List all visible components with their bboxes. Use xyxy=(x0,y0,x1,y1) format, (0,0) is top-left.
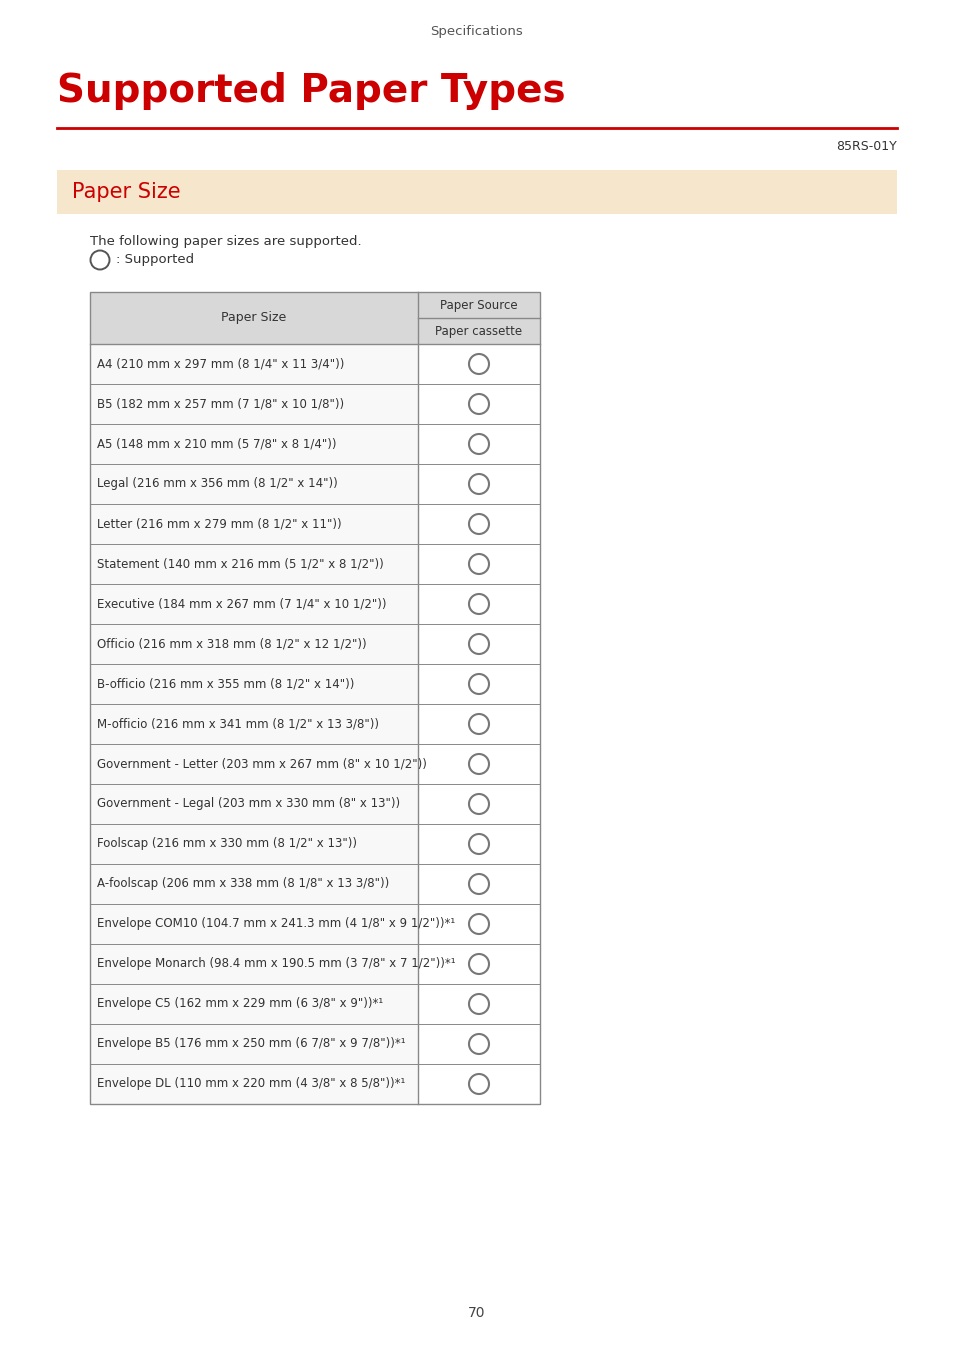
Bar xyxy=(417,984,539,1025)
Bar xyxy=(417,944,539,984)
Bar xyxy=(90,984,417,1025)
Text: Government - Letter (203 mm x 267 mm (8" x 10 1/2")): Government - Letter (203 mm x 267 mm (8"… xyxy=(97,757,426,771)
Text: Supported Paper Types: Supported Paper Types xyxy=(57,72,565,109)
Bar xyxy=(417,424,539,464)
Bar xyxy=(417,1025,539,1064)
Text: Letter (216 mm x 279 mm (8 1/2" x 11")): Letter (216 mm x 279 mm (8 1/2" x 11")) xyxy=(97,517,341,531)
Bar xyxy=(417,344,539,383)
Bar xyxy=(90,1025,417,1064)
Text: B5 (182 mm x 257 mm (7 1/8" x 10 1/8")): B5 (182 mm x 257 mm (7 1/8" x 10 1/8")) xyxy=(97,397,344,410)
Bar xyxy=(90,544,417,585)
Bar xyxy=(417,824,539,864)
Text: Legal (216 mm x 356 mm (8 1/2" x 14")): Legal (216 mm x 356 mm (8 1/2" x 14")) xyxy=(97,478,337,490)
Text: Statement (140 mm x 216 mm (5 1/2" x 8 1/2")): Statement (140 mm x 216 mm (5 1/2" x 8 1… xyxy=(97,558,383,571)
Bar xyxy=(417,703,539,744)
Text: Envelope COM10 (104.7 mm x 241.3 mm (4 1/8" x 9 1/2"))*¹: Envelope COM10 (104.7 mm x 241.3 mm (4 1… xyxy=(97,918,455,930)
Text: A5 (148 mm x 210 mm (5 7/8" x 8 1/4")): A5 (148 mm x 210 mm (5 7/8" x 8 1/4")) xyxy=(97,437,336,451)
Text: M-officio (216 mm x 341 mm (8 1/2" x 13 3/8")): M-officio (216 mm x 341 mm (8 1/2" x 13 … xyxy=(97,717,378,730)
Bar xyxy=(57,170,896,215)
Text: Specifications: Specifications xyxy=(430,26,523,38)
Text: Government - Legal (203 mm x 330 mm (8" x 13")): Government - Legal (203 mm x 330 mm (8" … xyxy=(97,798,399,810)
Bar xyxy=(90,504,417,544)
Bar xyxy=(417,624,539,664)
Bar xyxy=(90,585,417,624)
Bar xyxy=(417,664,539,703)
Bar xyxy=(417,784,539,824)
Text: A-foolscap (206 mm x 338 mm (8 1/8" x 13 3/8")): A-foolscap (206 mm x 338 mm (8 1/8" x 13… xyxy=(97,878,389,891)
Bar xyxy=(90,624,417,664)
Bar xyxy=(417,383,539,424)
Bar xyxy=(90,864,417,904)
Bar xyxy=(90,464,417,504)
Bar xyxy=(90,703,417,744)
Bar xyxy=(417,1064,539,1104)
Text: Executive (184 mm x 267 mm (7 1/4" x 10 1/2")): Executive (184 mm x 267 mm (7 1/4" x 10 … xyxy=(97,598,386,610)
Text: Foolscap (216 mm x 330 mm (8 1/2" x 13")): Foolscap (216 mm x 330 mm (8 1/2" x 13")… xyxy=(97,837,356,850)
Bar xyxy=(90,744,417,784)
Text: Paper Source: Paper Source xyxy=(439,298,517,312)
Text: Envelope DL (110 mm x 220 mm (4 3/8" x 8 5/8"))*¹: Envelope DL (110 mm x 220 mm (4 3/8" x 8… xyxy=(97,1077,405,1091)
Text: : Supported: : Supported xyxy=(116,254,193,266)
Bar xyxy=(417,585,539,624)
Bar xyxy=(90,824,417,864)
Bar xyxy=(90,904,417,944)
Text: Paper cassette: Paper cassette xyxy=(435,324,522,338)
Bar xyxy=(90,292,539,344)
Bar xyxy=(90,424,417,464)
Text: The following paper sizes are supported.: The following paper sizes are supported. xyxy=(90,235,361,248)
Bar xyxy=(417,904,539,944)
Bar xyxy=(90,344,417,383)
Text: Envelope C5 (162 mm x 229 mm (6 3/8" x 9"))*¹: Envelope C5 (162 mm x 229 mm (6 3/8" x 9… xyxy=(97,998,383,1011)
Text: A4 (210 mm x 297 mm (8 1/4" x 11 3/4")): A4 (210 mm x 297 mm (8 1/4" x 11 3/4")) xyxy=(97,358,344,370)
Text: 85RS-01Y: 85RS-01Y xyxy=(836,140,896,153)
Bar xyxy=(417,504,539,544)
Text: B-officio (216 mm x 355 mm (8 1/2" x 14")): B-officio (216 mm x 355 mm (8 1/2" x 14"… xyxy=(97,678,354,690)
Text: Paper Size: Paper Size xyxy=(71,182,180,202)
Bar xyxy=(417,544,539,585)
Bar xyxy=(417,864,539,904)
Bar xyxy=(90,383,417,424)
Text: Officio (216 mm x 318 mm (8 1/2" x 12 1/2")): Officio (216 mm x 318 mm (8 1/2" x 12 1/… xyxy=(97,637,366,651)
Text: Paper Size: Paper Size xyxy=(221,312,286,324)
Text: Envelope B5 (176 mm x 250 mm (6 7/8" x 9 7/8"))*¹: Envelope B5 (176 mm x 250 mm (6 7/8" x 9… xyxy=(97,1038,405,1050)
Bar xyxy=(90,944,417,984)
Bar xyxy=(417,464,539,504)
Text: Envelope Monarch (98.4 mm x 190.5 mm (3 7/8" x 7 1/2"))*¹: Envelope Monarch (98.4 mm x 190.5 mm (3 … xyxy=(97,957,456,971)
Bar xyxy=(90,784,417,824)
Bar xyxy=(90,292,539,1104)
Bar xyxy=(417,744,539,784)
Bar xyxy=(90,1064,417,1104)
Bar xyxy=(90,664,417,703)
Text: 70: 70 xyxy=(468,1305,485,1320)
